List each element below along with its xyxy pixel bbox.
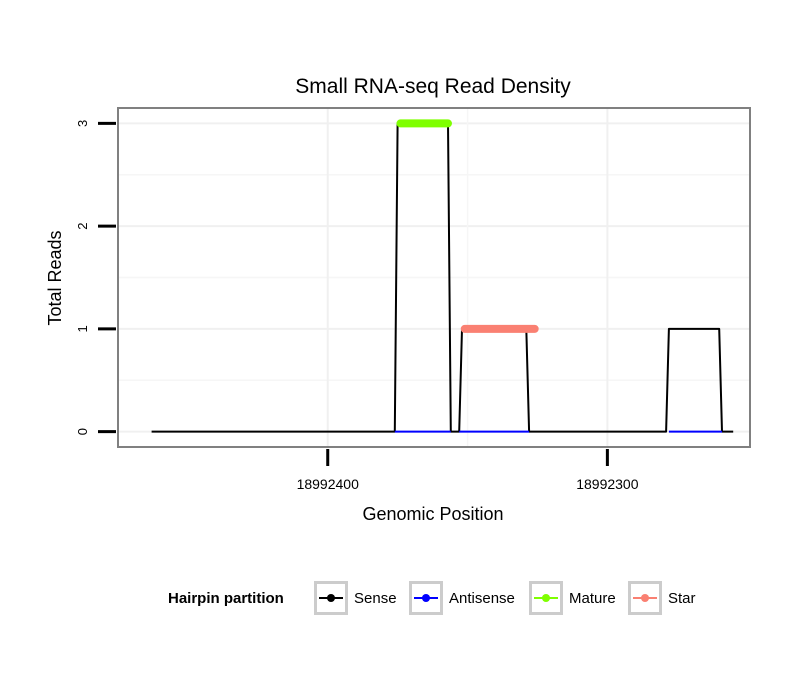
x-tick-label: 18992300: [576, 476, 639, 492]
legend-label-mature: Mature: [569, 590, 616, 607]
plot-grid: [118, 108, 750, 447]
x-tick-label: 18992400: [297, 476, 360, 492]
legend-marker-mature: [542, 594, 550, 602]
legend-label-antisense: Antisense: [449, 590, 515, 607]
chart-title: Small RNA-seq Read Density: [295, 75, 571, 98]
legend-label-sense: Sense: [354, 590, 397, 607]
x-axis-label: Genomic Position: [362, 504, 503, 524]
legend-marker-star: [641, 594, 649, 602]
legend-marker-antisense: [422, 594, 430, 602]
y-tick-label: 1: [75, 325, 90, 332]
legend: Hairpin partition Sense Antisense Mature St…: [168, 581, 696, 615]
y-axis-label: Total Reads: [45, 230, 65, 325]
y-tick-label: 3: [75, 120, 90, 127]
y-tick-label: 2: [75, 223, 90, 230]
plot-series: [151, 119, 734, 433]
y-axis: 0 1 2 3: [75, 120, 116, 435]
x-axis: 18992400 18992300: [297, 449, 639, 492]
legend-title: Hairpin partition: [168, 590, 284, 607]
legend-marker-sense: [327, 594, 335, 602]
y-tick-label: 0: [75, 428, 90, 435]
plot-panel-border: [117, 107, 751, 448]
legend-label-star: Star: [668, 590, 696, 607]
